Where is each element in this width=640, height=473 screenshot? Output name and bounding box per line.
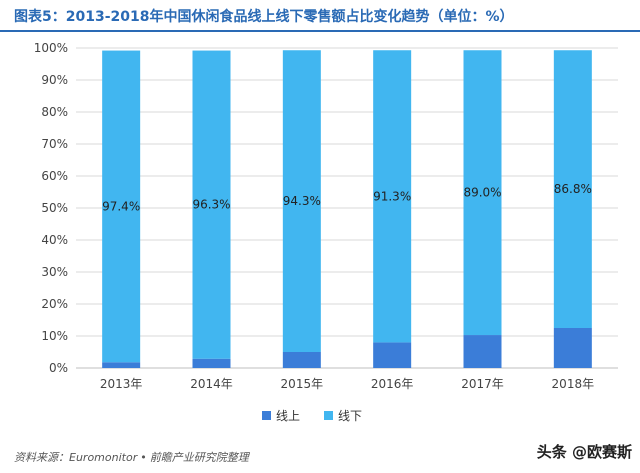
y-tick-label: 40%	[41, 233, 68, 247]
x-tick-label: 2013年	[100, 377, 143, 391]
bar-segment	[192, 50, 231, 359]
bar-segment	[373, 50, 412, 343]
data-label: 86.8%	[554, 182, 592, 196]
y-tick-label: 10%	[41, 329, 68, 343]
data-label: 94.3%	[283, 194, 321, 208]
source-label: 资料来源：	[14, 451, 69, 464]
x-tick-label: 2018年	[552, 377, 595, 391]
legend-label: 线下	[338, 409, 362, 423]
x-tick-label: 2017年	[461, 377, 504, 391]
x-tick-label: 2014年	[190, 377, 233, 391]
y-tick-label: 30%	[41, 265, 68, 279]
y-tick-label: 70%	[41, 137, 68, 151]
bar-segment	[373, 342, 412, 368]
bar-segment	[102, 362, 141, 368]
y-tick-label: 100%	[34, 41, 68, 55]
watermark: 头条 @欧赛斯	[536, 443, 632, 461]
bar-segment	[463, 50, 502, 336]
y-tick-label: 90%	[41, 73, 68, 87]
legend-swatch	[324, 411, 333, 420]
x-tick-label: 2016年	[371, 377, 414, 391]
y-tick-label: 50%	[41, 201, 68, 215]
bar-segment	[463, 335, 502, 368]
y-tick-label: 80%	[41, 105, 68, 119]
title-bar: 图表5：2013-2018年中国休闲食品线上线下零售额占比变化趋势（单位：%）	[0, 0, 640, 32]
y-tick-label: 20%	[41, 297, 68, 311]
data-label: 91.3%	[373, 189, 411, 203]
legend-label: 线上	[276, 409, 300, 423]
legend-swatch	[262, 411, 271, 420]
data-label: 89.0%	[463, 186, 501, 200]
chart-title: 图表5：2013-2018年中国休闲食品线上线下零售额占比变化趋势（单位：%）	[14, 9, 514, 25]
data-label: 96.3%	[192, 198, 230, 212]
bar-segment	[553, 328, 592, 368]
bar-segment	[282, 352, 321, 368]
bar-segment	[192, 358, 231, 368]
y-tick-label: 60%	[41, 169, 68, 183]
source-separator: •	[140, 451, 147, 464]
source-org: 前瞻产业研究院整理	[149, 451, 249, 464]
source-note: 资料来源：Euromonitor • 前瞻产业研究院整理	[14, 449, 249, 465]
bar-segment	[553, 50, 592, 329]
bar-segment	[102, 50, 141, 363]
bar-segment	[282, 50, 321, 353]
stacked-bar-chart: 0%10%20%30%40%50%60%70%80%90%100%1.8%97.…	[34, 41, 618, 423]
y-tick-label: 0%	[49, 361, 68, 375]
source-text: Euromonitor	[69, 451, 138, 464]
data-label: 97.4%	[102, 199, 140, 213]
x-tick-label: 2015年	[281, 377, 324, 391]
